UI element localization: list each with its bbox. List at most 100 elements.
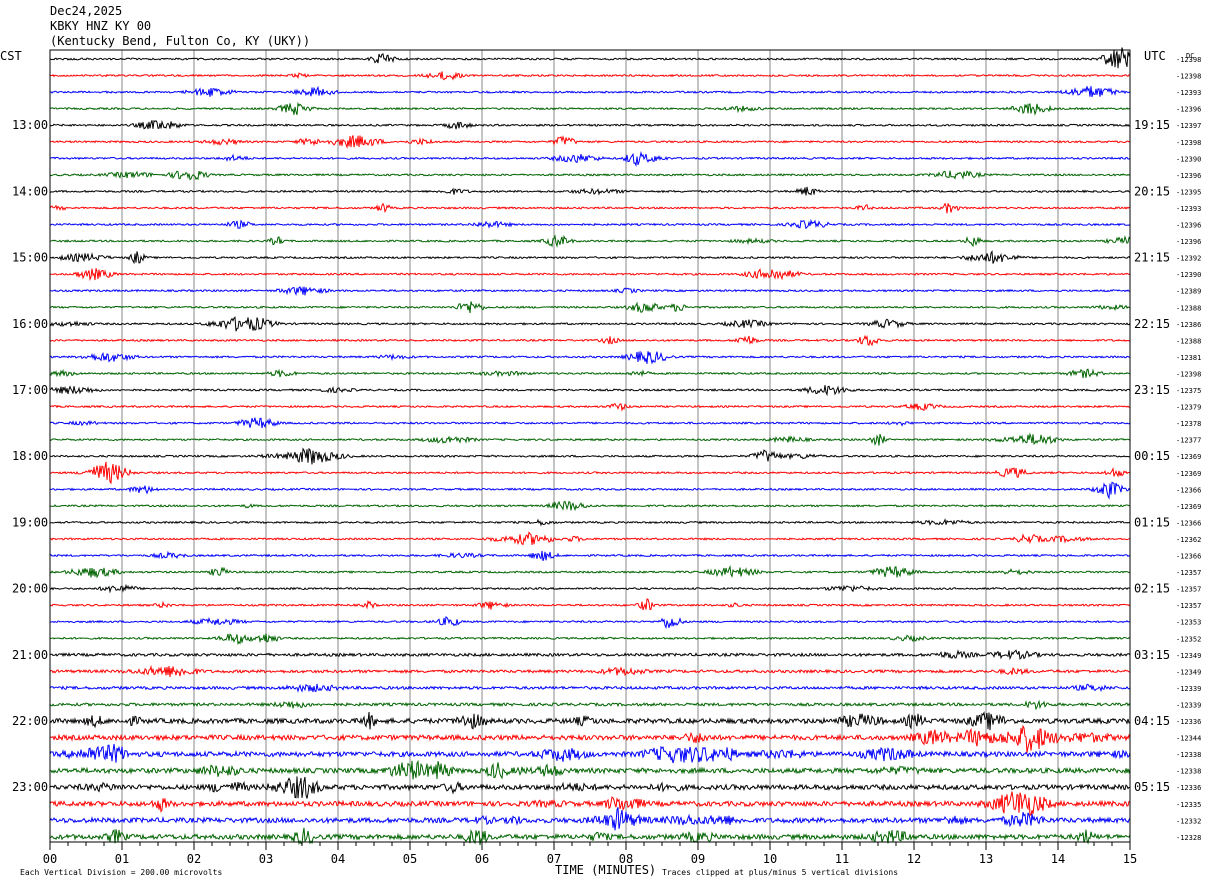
dc-offset-label: -12352 [1176, 635, 1201, 643]
plot-date: Dec24,2025 [50, 4, 123, 18]
x-tick-label: 04 [331, 852, 345, 866]
dc-offset-label: -12338 [1176, 768, 1201, 776]
seismic-trace [49, 47, 1131, 69]
dc-offset-label: -12332 [1176, 817, 1201, 825]
seismic-trace [49, 807, 1131, 831]
dc-header-label: DC [1186, 52, 1194, 60]
seismic-trace [49, 633, 1131, 646]
dc-offset-label: -12369 [1176, 503, 1201, 511]
dc-offset-label: -12398 [1176, 139, 1201, 147]
dc-offset-label: -12381 [1176, 354, 1201, 362]
x-tick-label: 06 [475, 852, 489, 866]
seismic-trace [49, 500, 1130, 512]
left-hour-label: 15:00 [12, 251, 48, 265]
dc-offset-labels: -12398 -12398 -12393 -12396 -12397 -12398 -123… [1176, 56, 1201, 842]
dc-offset-label: -12366 [1176, 519, 1201, 527]
dc-offset-label: -12388 [1176, 304, 1201, 312]
seismic-trace [49, 186, 1131, 196]
dc-offset-label: -12357 [1176, 569, 1201, 577]
seismic-trace [50, 447, 1131, 465]
right-hour-label: 20:15 [1134, 184, 1170, 198]
dc-offset-label: -12375 [1176, 387, 1201, 395]
left-hour-label: 16:00 [12, 317, 48, 331]
station-location: (Kentucky Bend, Fulton Co, KY (UKY)) [50, 34, 311, 48]
right-hour-label: 03:15 [1134, 648, 1170, 662]
seismic-trace [49, 135, 1131, 150]
dc-offset-label: -12366 [1176, 486, 1201, 494]
left-hour-label: 20:00 [12, 582, 48, 596]
seismic-trace [49, 776, 1130, 799]
dc-offset-label: -12378 [1176, 420, 1201, 428]
seismic-trace [49, 649, 1131, 661]
dc-offset-label: -12398 [1176, 73, 1201, 81]
dc-offset-label: -12390 [1176, 155, 1201, 163]
seismic-trace [49, 481, 1131, 500]
seismic-trace [49, 724, 1131, 753]
seismic-trace [49, 461, 1131, 485]
seismic-trace [49, 664, 1131, 677]
seismic-trace [49, 417, 1131, 429]
seismic-trace [50, 71, 1131, 81]
dc-offset-label: -12396 [1176, 106, 1201, 114]
right-timezone-label: UTC [1144, 49, 1166, 63]
scale-footnote: Each Vertical Division = 200.00 microvol… [20, 868, 222, 877]
dc-offset-label: -12396 [1176, 238, 1201, 246]
dc-offset-label: -12336 [1176, 784, 1201, 792]
right-hour-label: 00:15 [1134, 449, 1170, 463]
right-hour-label: 04:15 [1134, 714, 1170, 728]
seismic-trace [50, 301, 1131, 314]
left-hour-label: 23:00 [12, 780, 48, 794]
dc-offset-label: -12357 [1176, 602, 1201, 610]
dc-offset-label: -12349 [1176, 668, 1201, 676]
x-tick-label: 08 [619, 852, 633, 866]
x-axis-ticks: 00 01 02 03 04 05 06 07 08 09 10 11 12 13 14 15 [43, 842, 1137, 866]
dc-offset-label: -12335 [1176, 801, 1201, 809]
x-tick-label: 01 [115, 852, 129, 866]
dc-offset-label: -12379 [1176, 404, 1201, 412]
dc-offset-label: -12369 [1176, 470, 1201, 478]
right-hour-label: 21:15 [1134, 251, 1170, 265]
seismic-trace [49, 598, 1131, 611]
left-hour-label: 17:00 [12, 383, 48, 397]
seismic-trace [49, 791, 1131, 816]
seismic-trace [49, 550, 1131, 562]
left-hour-label: 18:00 [12, 449, 48, 463]
dc-offset-label: -12336 [1176, 718, 1201, 726]
x-tick-label: 11 [835, 852, 849, 866]
dc-offset-label: -12390 [1176, 271, 1201, 279]
seismic-trace [49, 170, 1131, 181]
right-time-labels: 19:15 20:15 21:15 22:15 23:15 00:15 01:15 02:15… [1134, 118, 1170, 794]
seismic-trace [49, 234, 1131, 248]
seismic-trace [49, 583, 1131, 594]
dc-offset-label: -12398 [1176, 370, 1201, 378]
seismic-trace [49, 286, 1130, 296]
dc-offset-label: -12362 [1176, 536, 1201, 544]
seismic-trace [49, 316, 1131, 332]
right-hour-label: 05:15 [1134, 780, 1170, 794]
dc-offset-label: -12386 [1176, 321, 1201, 329]
x-tick-label: 13 [979, 852, 993, 866]
right-hour-label: 22:15 [1134, 317, 1170, 331]
x-tick-label: 14 [1051, 852, 1065, 866]
x-tick-label: 10 [763, 852, 777, 866]
right-hour-label: 01:15 [1134, 515, 1170, 529]
x-tick-label: 00 [43, 852, 57, 866]
left-hour-label: 22:00 [12, 714, 48, 728]
seismic-trace [49, 150, 1131, 168]
right-hour-label: 19:15 [1134, 118, 1170, 132]
dc-offset-label: -12338 [1176, 751, 1201, 759]
right-hour-label: 02:15 [1134, 582, 1170, 596]
x-tick-label: 02 [187, 852, 201, 866]
dc-offset-label: -12396 [1176, 222, 1201, 230]
dc-offset-label: -12396 [1176, 172, 1201, 180]
seismic-trace [49, 531, 1131, 546]
seismic-trace [49, 218, 1131, 230]
seismic-trace [49, 518, 1131, 527]
x-tick-label: 03 [259, 852, 273, 866]
seismic-trace [49, 564, 1131, 579]
dc-offset-label: -12369 [1176, 453, 1201, 461]
dc-offset-label: -12357 [1176, 586, 1201, 594]
left-time-labels: 13:00 14:00 15:00 16:00 17:00 18:00 19:00 20:00… [12, 118, 48, 794]
dc-offset-label: -12398 [1176, 56, 1201, 64]
